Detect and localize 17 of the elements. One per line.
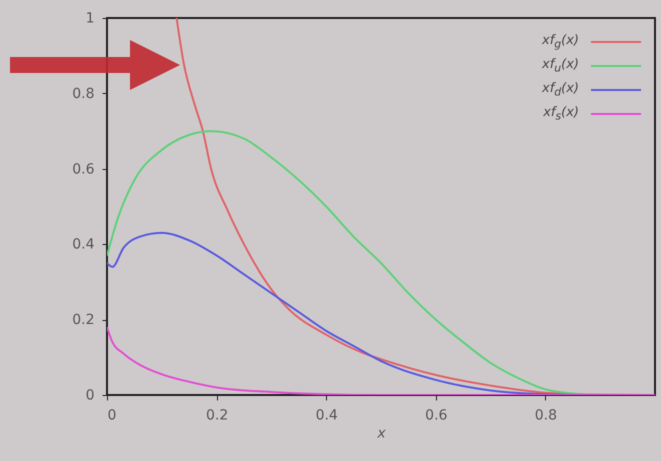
x-tick-label: 0.4 xyxy=(316,408,338,424)
x-axis-title: x xyxy=(376,426,386,442)
legend-label: xf$_{u}$(x) xyxy=(542,57,579,75)
legend-label: xf$_{d}$(x) xyxy=(542,81,579,99)
y-tick-label: 0.4 xyxy=(72,236,95,253)
y-tick-label: 0.8 xyxy=(72,86,94,102)
x-tick-label: 0 xyxy=(108,408,116,424)
legend-label: xf$_{g}$(x) xyxy=(542,33,579,51)
x-tick-label: 0.2 xyxy=(206,408,228,424)
line-series xyxy=(107,326,655,395)
y-tick-label: 0.2 xyxy=(72,312,94,328)
y-tick-label: 0.6 xyxy=(72,161,95,178)
y-tick-label: 0 xyxy=(86,388,94,404)
legend-label: xf$_{s}$(x) xyxy=(543,105,579,123)
x-tick-label: 0.6 xyxy=(425,408,448,424)
x-tick-label: 0.8 xyxy=(534,408,558,424)
y-tick-label: 1 xyxy=(86,10,94,26)
